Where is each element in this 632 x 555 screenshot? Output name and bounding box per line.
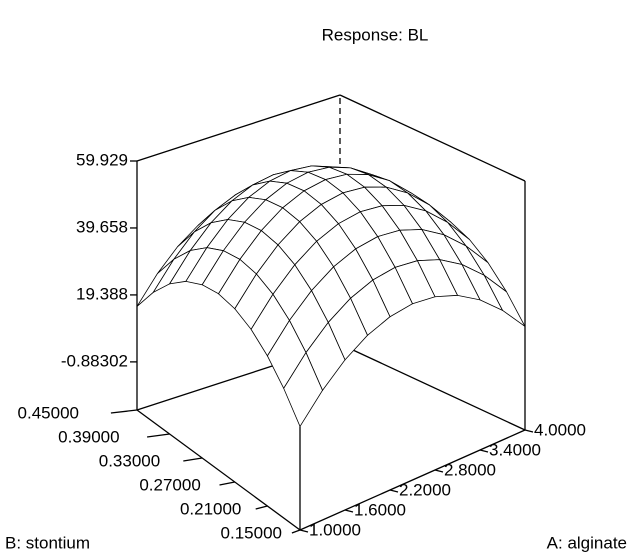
y-tick-label: 0.27000: [139, 475, 200, 494]
box-edge: [136, 94, 341, 162]
box-edge: [339, 343, 526, 431]
x-tick-label: 4.0000: [534, 420, 586, 439]
z-tick-label: 19.388: [76, 284, 128, 303]
x-tick: [524, 429, 534, 433]
x-tick-label: 1.6000: [354, 500, 406, 519]
x-axis-title: A: alginate: [547, 533, 627, 552]
y-tick-label: 0.33000: [99, 451, 160, 470]
y-tick-label: 0.21000: [180, 499, 241, 518]
x-tick-label: 1.0000: [309, 520, 361, 539]
y-axis-line: [136, 409, 301, 531]
x-tick: [344, 509, 354, 513]
x-tick-label: 3.4000: [489, 440, 541, 459]
x-tick: [299, 529, 309, 533]
y-tick: [110, 409, 138, 414]
y-tick: [255, 505, 268, 510]
z-tick-label: 59.929: [76, 150, 128, 169]
x-tick: [434, 469, 444, 473]
y-tick: [219, 481, 235, 486]
x-axis-line: [299, 429, 526, 531]
z-tick-label: -0.88302: [61, 351, 128, 370]
z-tick-label: 39.658: [76, 217, 128, 236]
y-axis-title: B: stontium: [5, 533, 90, 552]
surface-cell: [283, 351, 323, 428]
y-tick: [291, 529, 301, 534]
y-tick: [147, 433, 170, 438]
box-edge: [339, 94, 526, 182]
x-tick-label: 2.2000: [399, 480, 451, 499]
chart-title: Response: BL: [322, 25, 429, 44]
x-tick-label: 2.8000: [444, 460, 496, 479]
y-tick-label: 0.45000: [18, 403, 79, 422]
y-tick-label: 0.39000: [58, 427, 119, 446]
y-tick-label: 0.15000: [221, 523, 282, 542]
x-tick: [389, 489, 399, 493]
x-tick: [479, 449, 489, 453]
y-tick: [183, 457, 203, 462]
